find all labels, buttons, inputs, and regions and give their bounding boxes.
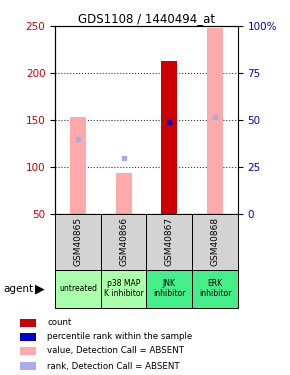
Bar	[55, 270, 101, 308]
Bar	[146, 214, 192, 270]
Text: ERK
inhibitor: ERK inhibitor	[199, 279, 231, 298]
Bar	[161, 61, 177, 214]
Bar	[101, 270, 146, 308]
Text: GSM40867: GSM40867	[165, 217, 174, 266]
Text: GSM40868: GSM40868	[211, 217, 220, 266]
Text: value, Detection Call = ABSENT: value, Detection Call = ABSENT	[47, 346, 184, 355]
Bar	[55, 214, 101, 270]
Text: p38 MAP
K inhibitor: p38 MAP K inhibitor	[104, 279, 144, 298]
Bar	[207, 28, 223, 214]
Bar	[192, 270, 238, 308]
Text: GSM40865: GSM40865	[73, 217, 82, 266]
Bar	[116, 173, 132, 214]
Bar	[70, 117, 86, 214]
Text: ▶: ▶	[35, 282, 44, 295]
Title: GDS1108 / 1440494_at: GDS1108 / 1440494_at	[78, 12, 215, 25]
Bar	[101, 214, 146, 270]
Text: rank, Detection Call = ABSENT: rank, Detection Call = ABSENT	[47, 362, 180, 370]
Bar	[146, 270, 192, 308]
Bar	[20, 362, 36, 370]
Bar	[20, 319, 36, 327]
Text: percentile rank within the sample: percentile rank within the sample	[47, 332, 192, 341]
Text: count: count	[47, 318, 71, 327]
Text: untreated: untreated	[59, 284, 97, 293]
Bar	[20, 333, 36, 340]
Bar	[20, 347, 36, 355]
Text: JNK
inhibitor: JNK inhibitor	[153, 279, 186, 298]
Text: agent: agent	[3, 284, 33, 294]
Text: GSM40866: GSM40866	[119, 217, 128, 266]
Bar	[192, 214, 238, 270]
